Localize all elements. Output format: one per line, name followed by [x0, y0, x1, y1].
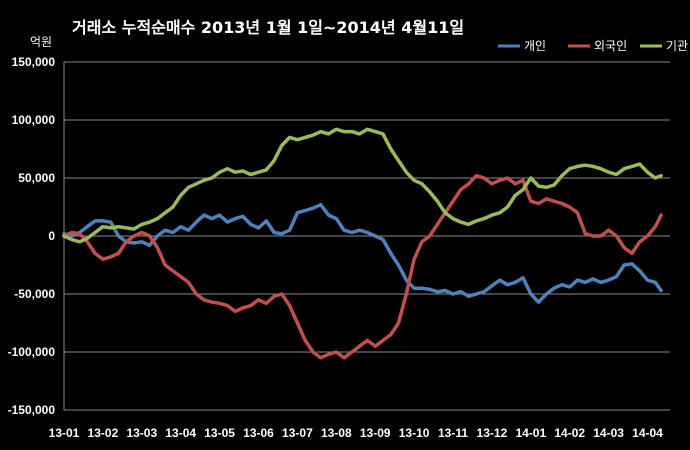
x-tick-label: 14-02	[554, 426, 585, 440]
legend-label-1: 외국인	[594, 39, 627, 53]
y-unit-label: 억원	[30, 35, 52, 49]
series-group	[62, 127, 663, 360]
y-tick-label: -150,000	[8, 403, 56, 417]
x-tick-label: 14-04	[632, 426, 663, 440]
series-line-1	[62, 173, 663, 360]
series-line-0	[62, 202, 663, 304]
x-tick-label: 13-01	[49, 426, 80, 440]
gridlines	[63, 61, 670, 411]
x-tick-label: 14-01	[515, 426, 546, 440]
x-tick-label: 13-11	[438, 426, 468, 440]
x-tick-label: 13-08	[321, 426, 352, 440]
x-tick-label: 13-09	[360, 426, 391, 440]
y-axis: 150,000 100,000 50,000 0 -50,000 -100,000 -150…	[8, 55, 56, 417]
y-tick-label: 50,000	[18, 171, 55, 185]
legend-label-2: 기관	[666, 39, 688, 53]
x-tick-label: 13-07	[282, 426, 313, 440]
x-tick-label: 13-05	[204, 426, 235, 440]
y-tick-label: 150,000	[12, 55, 56, 69]
x-tick-label: 13-04	[165, 426, 196, 440]
x-axis: 13-01 13-02 13-03 13-04 13-05 13-06 13-07 13-08…	[49, 426, 664, 440]
x-tick-label: 13-02	[88, 426, 119, 440]
legend: 개인 외국인 기관	[498, 39, 688, 53]
y-tick-label: -100,000	[8, 345, 56, 359]
x-tick-label: 13-12	[477, 426, 508, 440]
y-tick-label: -50,000	[14, 287, 55, 301]
chart-title: 거래소 누적순매수 2013년 1월 1일~2014년 4월11일	[72, 18, 464, 37]
x-tick-label: 13-10	[399, 426, 430, 440]
x-tick-label: 13-06	[243, 426, 274, 440]
y-tick-label: 0	[48, 229, 55, 243]
y-tick-label: 100,000	[12, 113, 56, 127]
series-line-2	[62, 127, 663, 244]
legend-label-0: 개인	[524, 39, 546, 53]
x-tick-label: 13-03	[126, 426, 157, 440]
x-tick-label: 14-03	[593, 426, 624, 440]
